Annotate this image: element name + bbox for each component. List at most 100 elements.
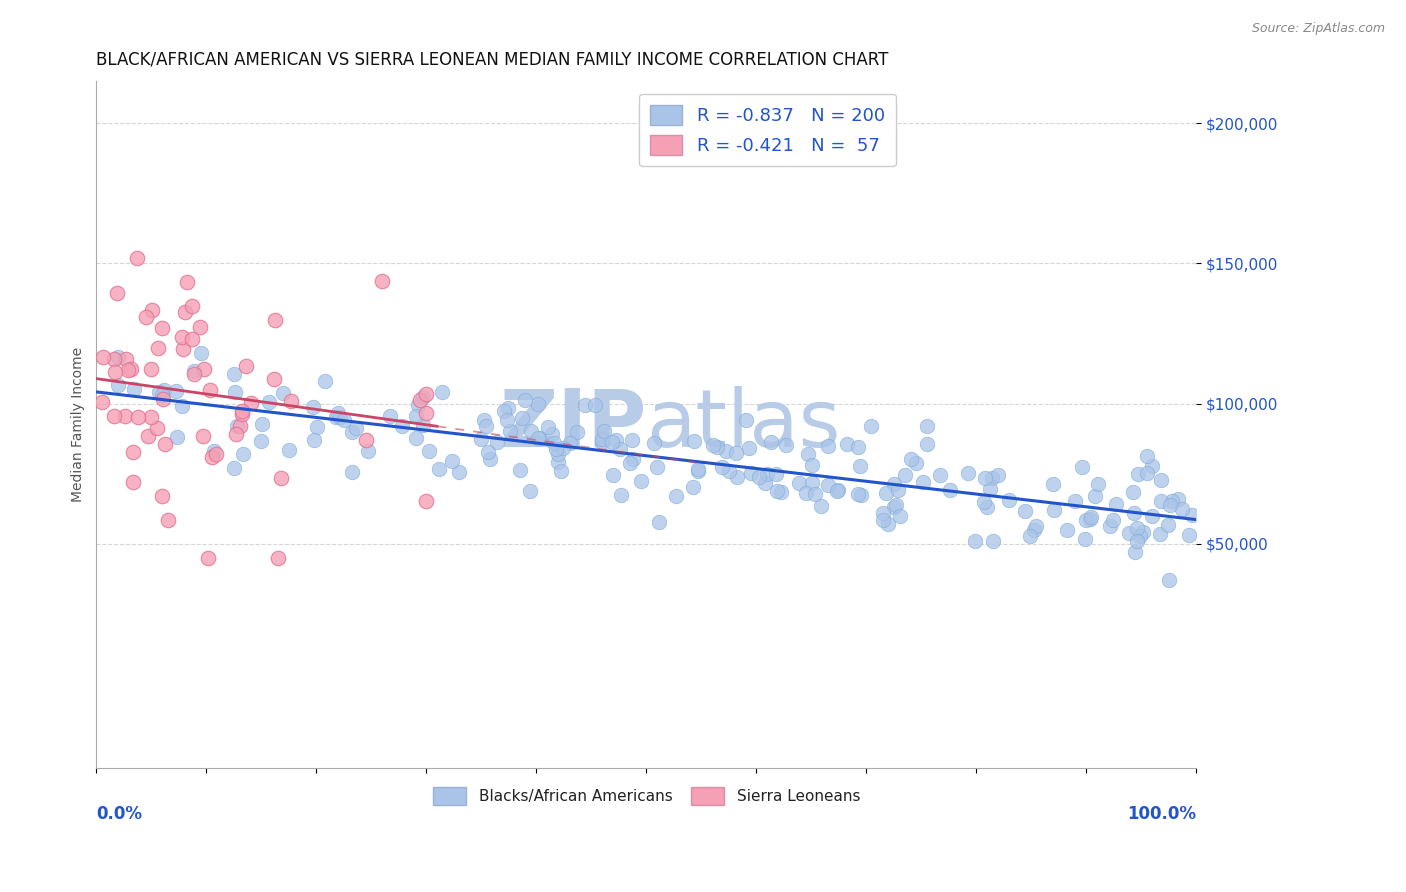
- Point: [810, 500, 832, 514]
- Point: [412, 417, 434, 432]
- Point: [683, 434, 706, 449]
- Point: [915, 436, 938, 450]
- Point: [259, 395, 281, 409]
- Point: [1118, 526, 1140, 541]
- Point: [748, 470, 770, 484]
- Point: [619, 456, 641, 470]
- Point: [174, 305, 197, 319]
- Point: [371, 274, 394, 288]
- Point: [643, 436, 665, 450]
- Point: [139, 410, 162, 425]
- Point: [759, 434, 782, 449]
- Point: [911, 475, 934, 490]
- Point: [817, 478, 839, 492]
- Point: [883, 477, 905, 491]
- Point: [117, 362, 139, 376]
- Point: [894, 468, 917, 483]
- Point: [647, 460, 669, 475]
- Point: [357, 444, 380, 458]
- Point: [224, 384, 246, 399]
- Point: [406, 399, 429, 413]
- Point: [1128, 467, 1150, 482]
- Point: [609, 488, 631, 502]
- Point: [796, 486, 818, 500]
- Point: [181, 332, 204, 346]
- Point: [981, 471, 1004, 485]
- Point: [344, 421, 367, 435]
- Point: [127, 409, 149, 424]
- Point: [630, 474, 652, 488]
- Point: [205, 447, 228, 461]
- Point: [1181, 508, 1204, 522]
- Point: [1025, 519, 1047, 533]
- Point: [973, 495, 995, 509]
- Point: [486, 435, 509, 450]
- Point: [91, 350, 114, 364]
- Point: [872, 506, 894, 520]
- Point: [1140, 458, 1163, 473]
- Point: [356, 434, 378, 448]
- Point: [550, 464, 572, 478]
- Point: [876, 516, 898, 531]
- Point: [883, 500, 905, 514]
- Point: [150, 489, 173, 503]
- Point: [152, 392, 174, 407]
- Point: [957, 466, 980, 480]
- Point: [107, 351, 129, 365]
- Point: [1080, 512, 1102, 526]
- Point: [478, 452, 501, 467]
- Point: [1042, 477, 1064, 491]
- Point: [1102, 513, 1125, 527]
- Point: [541, 427, 564, 442]
- Point: [280, 394, 302, 409]
- Point: [1149, 526, 1171, 541]
- Point: [1070, 459, 1092, 474]
- Text: 0.0%: 0.0%: [97, 805, 142, 823]
- Point: [150, 388, 173, 402]
- Point: [740, 467, 762, 481]
- Point: [1123, 544, 1146, 558]
- Point: [621, 452, 644, 467]
- Point: [529, 432, 551, 446]
- Point: [183, 368, 205, 382]
- Point: [415, 387, 437, 401]
- Point: [418, 444, 440, 458]
- Point: [513, 392, 536, 407]
- Point: [176, 275, 198, 289]
- Point: [125, 251, 148, 265]
- Point: [859, 419, 882, 434]
- Point: [686, 462, 709, 476]
- Point: [427, 462, 450, 476]
- Point: [801, 458, 824, 472]
- Point: [146, 341, 169, 355]
- Point: [302, 401, 325, 415]
- Point: [263, 372, 285, 386]
- Point: [574, 398, 596, 412]
- Point: [849, 458, 872, 473]
- Point: [477, 445, 499, 459]
- Point: [432, 384, 454, 399]
- Point: [963, 533, 986, 548]
- Point: [543, 436, 565, 450]
- Text: 100.0%: 100.0%: [1128, 805, 1197, 823]
- Point: [1132, 524, 1154, 539]
- Point: [1056, 524, 1078, 538]
- Point: [475, 418, 498, 433]
- Y-axis label: Median Family Income: Median Family Income: [72, 347, 86, 502]
- Point: [1126, 534, 1149, 549]
- Point: [496, 401, 519, 416]
- Point: [141, 303, 163, 318]
- Point: [765, 467, 787, 481]
- Point: [225, 427, 247, 442]
- Point: [115, 351, 138, 366]
- Point: [170, 329, 193, 343]
- Point: [391, 419, 413, 434]
- Point: [735, 413, 758, 427]
- Point: [314, 374, 336, 388]
- Point: [551, 441, 574, 455]
- Point: [987, 467, 1010, 482]
- Point: [1063, 494, 1085, 508]
- Point: [775, 437, 797, 451]
- Point: [124, 382, 146, 396]
- Point: [252, 417, 274, 431]
